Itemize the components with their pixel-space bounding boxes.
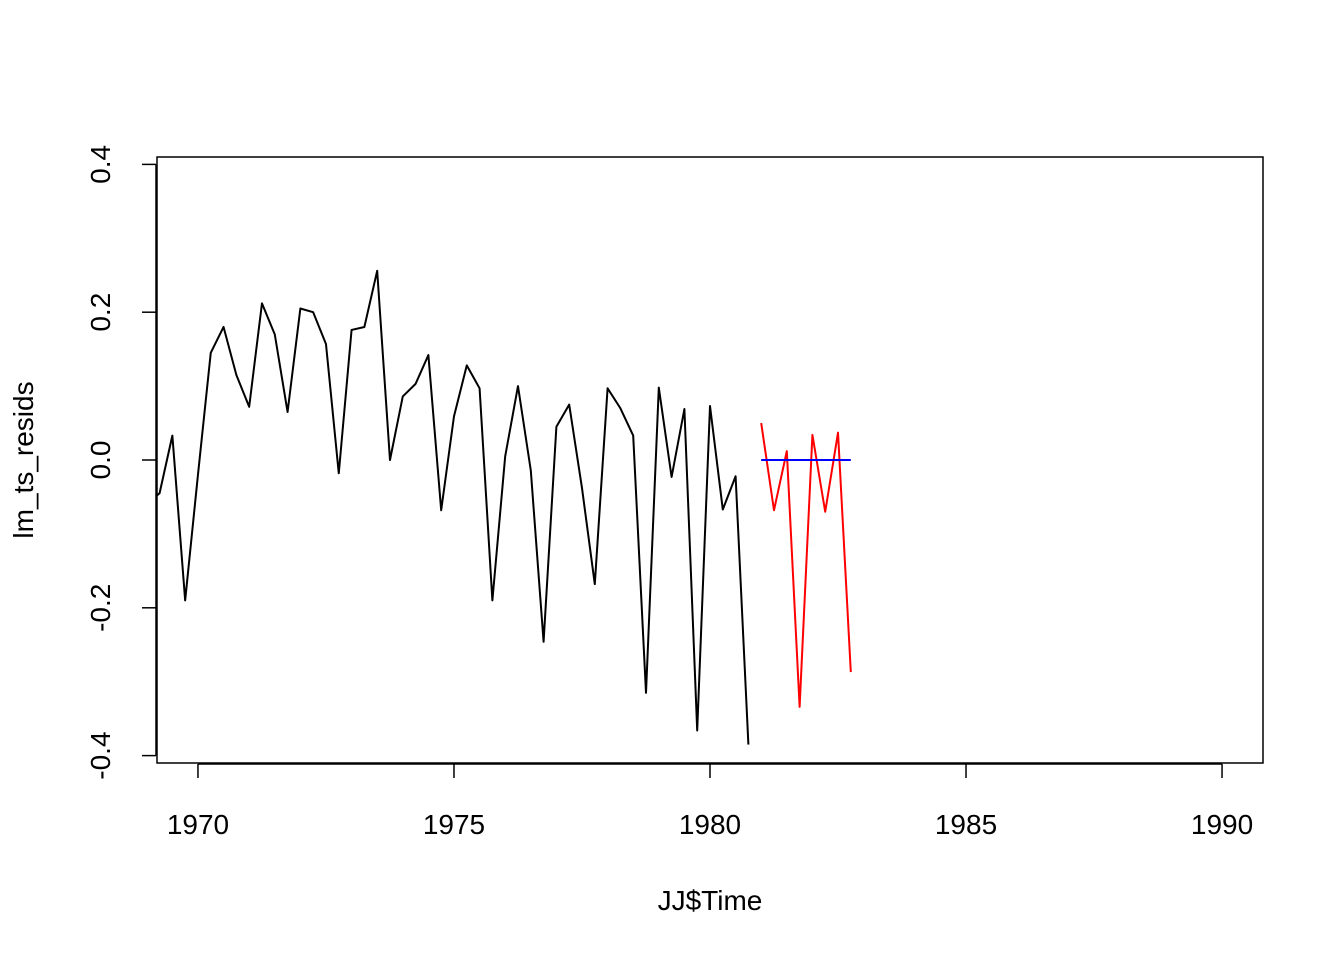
y-tick-label: -0.2 — [85, 584, 116, 632]
series-line-1 — [157, 269, 750, 745]
x-tick-label: 1990 — [1191, 809, 1253, 840]
plot-frame — [156, 156, 1264, 764]
x-tick-label: 1985 — [935, 809, 997, 840]
x-axis: 1970 1975 1980 1985 1990 — [167, 763, 1253, 840]
y-axis-label: lm_ts_resids — [8, 381, 39, 538]
y-tick-label: 0.0 — [85, 441, 116, 480]
x-axis-label: JJ$Time — [658, 885, 763, 916]
y-tick-label: 0.2 — [85, 293, 116, 332]
x-tick-label: 1970 — [167, 809, 229, 840]
series-layer — [157, 269, 852, 745]
series-line-2 — [760, 422, 852, 708]
x-tick-label: 1975 — [423, 809, 485, 840]
y-tick-label: -0.4 — [85, 731, 116, 779]
y-tick-label: 0.4 — [85, 145, 116, 184]
y-axis: -0.4 -0.2 0.0 0.2 0.4 — [85, 145, 157, 780]
x-tick-label: 1980 — [679, 809, 741, 840]
